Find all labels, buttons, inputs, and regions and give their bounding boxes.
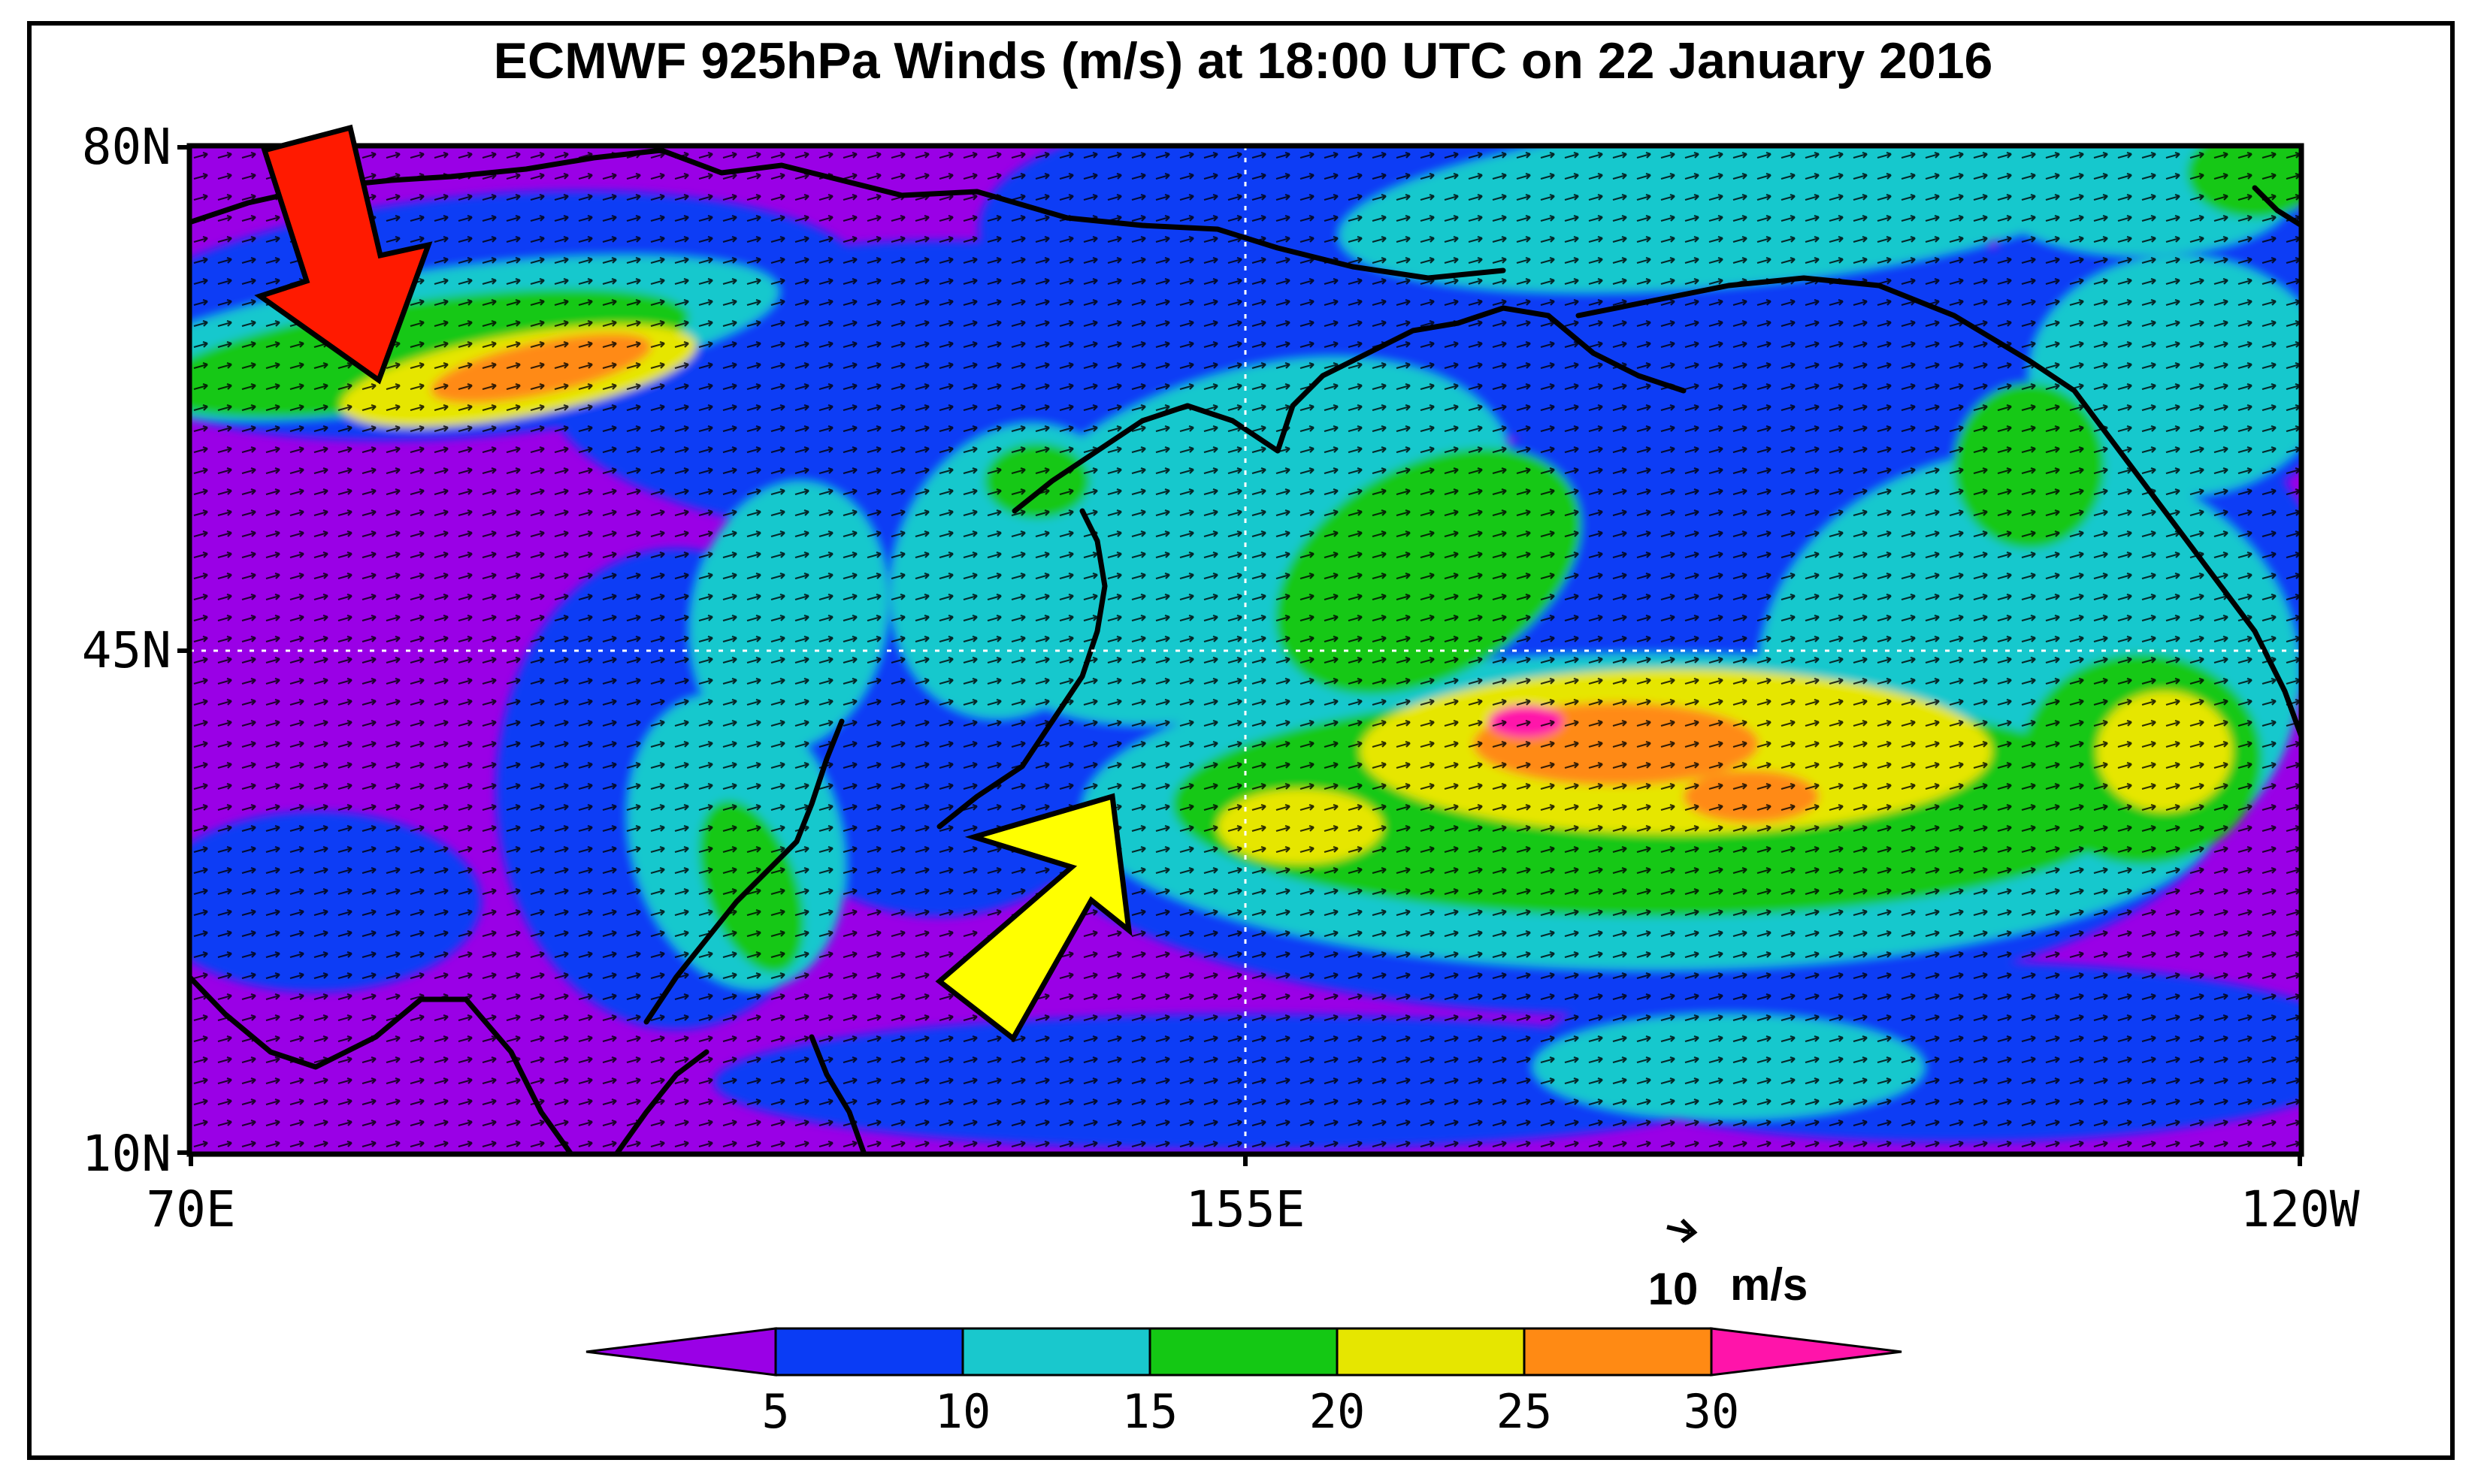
colorbar-max-extension	[1710, 1327, 1902, 1377]
colorbar-segment	[961, 1327, 1151, 1377]
lon-label-70e: 70E	[146, 1180, 235, 1238]
coastline-segment	[1545, 313, 1687, 394]
lon-label-155e: 155E	[1186, 1180, 1306, 1238]
colorbar-min-extension	[585, 1327, 777, 1377]
colorbar-tick-label: 15	[1122, 1384, 1178, 1439]
coastline-segment	[643, 718, 845, 1025]
yellow-arrow-annotation	[935, 793, 1133, 1043]
colorbar-segment	[1523, 1327, 1713, 1377]
colorbar-tick-label: 5	[761, 1384, 789, 1439]
coastline-segment	[189, 974, 574, 1154]
reference-vector: 10 m/s	[1648, 1218, 1808, 1314]
coastline-segment	[613, 1049, 709, 1154]
lon-label-120w: 120W	[2240, 1180, 2360, 1238]
wind-speed-field	[189, 146, 2301, 1154]
coastline-segment	[189, 147, 1506, 281]
lat-label-45n: 45N	[82, 621, 171, 679]
coastline-segment	[1575, 275, 2301, 739]
coastline-segment	[809, 1034, 867, 1154]
colorbar-segment	[1336, 1327, 1526, 1377]
coastline-segment	[936, 508, 1108, 830]
coastline-segment	[1012, 305, 1551, 514]
colorbar-tick-label: 30	[1684, 1384, 1740, 1439]
lat-label-80n: 80N	[82, 118, 171, 176]
colorbar-tick-label: 25	[1496, 1384, 1553, 1439]
colorbar-tick-label: 20	[1309, 1384, 1366, 1439]
colorbar: 5 10 15 20 25 30	[585, 1327, 1902, 1439]
colorbar-segment	[774, 1327, 964, 1377]
map-title: ECMWF 925hPa Winds (m/s) at 18:00 UTC on…	[494, 32, 1993, 89]
coastline-segment	[2252, 185, 2301, 228]
axis-ticks	[177, 145, 2302, 1166]
reference-arrow-icon	[1666, 1218, 1698, 1244]
reference-unit: m/s	[1730, 1259, 1808, 1310]
colorbar-tick-label: 10	[935, 1384, 991, 1439]
reference-value: 10	[1648, 1264, 1699, 1314]
red-arrow-annotation	[254, 124, 433, 385]
lat-label-10n: 10N	[82, 1125, 171, 1183]
coastlines	[189, 147, 2301, 1154]
colorbar-segment	[1148, 1327, 1339, 1377]
